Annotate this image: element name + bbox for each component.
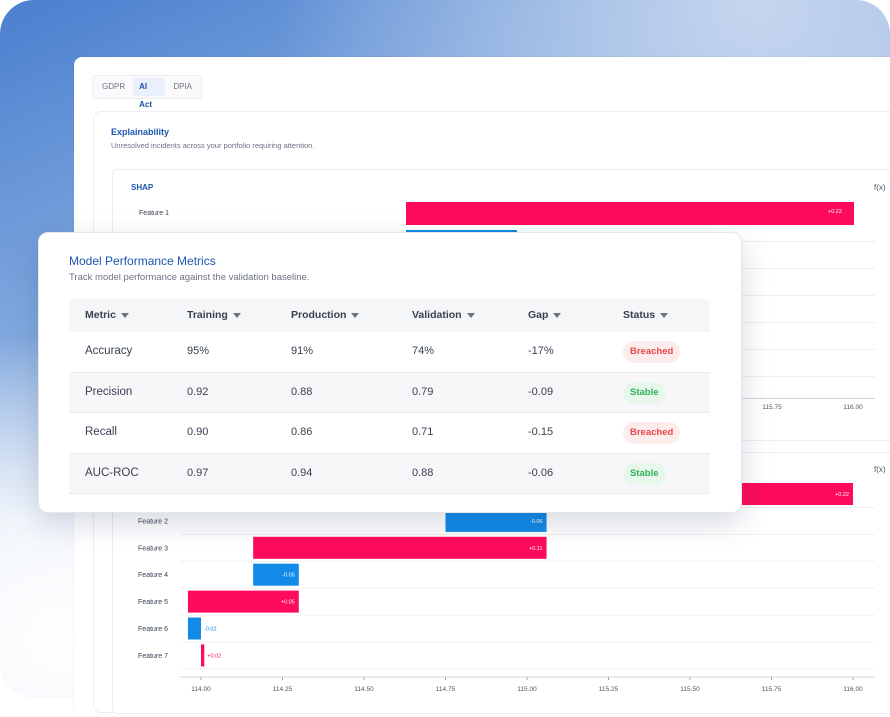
x-tick-top: 116.00: [843, 404, 863, 411]
sort-caret-icon: [351, 312, 360, 318]
cell-training: 0.97: [187, 466, 209, 479]
shap-top-bar-value: +0.22: [828, 209, 842, 215]
tab-dpia[interactable]: DPIA: [173, 82, 192, 91]
cell-gap: -0.06: [528, 466, 554, 479]
shap-bar-value-label: -0.06: [530, 519, 543, 525]
shap-top-bar-feature-1: [406, 202, 854, 225]
sort-caret-icon: [553, 312, 562, 318]
table-row: Recall 0.90 0.86 0.71 -0.15 Breached: [69, 413, 710, 454]
table-row: AUC-ROC 0.97 0.94 0.88 -0.06 Stable: [69, 453, 710, 494]
feature-label-top: Feature 1: [139, 210, 169, 217]
metrics-table: Metric Training Production Validation Ga…: [69, 299, 710, 494]
section-subtitle: Unresolved incidents across your portfol…: [111, 141, 315, 150]
status-badge: Breached: [623, 422, 681, 444]
column-header-label: Status: [623, 309, 656, 321]
fx-label-bottom: f(x): [874, 465, 886, 474]
section-title: Explainability: [111, 127, 170, 137]
cell-validation: 0.79: [412, 385, 434, 398]
cell-production: 91%: [291, 345, 314, 357]
column-header-validation[interactable]: Validation: [412, 299, 475, 332]
cell-metric: AUC-ROC: [85, 466, 139, 479]
shap-title: SHAP: [131, 183, 154, 192]
sort-caret-icon: [232, 312, 241, 318]
cell-validation: 74%: [412, 345, 435, 357]
x-tick-label: 115.75: [762, 686, 782, 693]
x-tick-label: 115.25: [599, 686, 619, 693]
shap-bar-value-label: -0.02: [204, 627, 217, 633]
shap-bar: [187, 617, 201, 640]
feature-label: Feature 2: [138, 518, 168, 525]
cell-metric: Accuracy: [85, 345, 133, 357]
table-row: Precision 0.92 0.88 0.79 -0.09 Stable: [69, 372, 710, 413]
status-badge: Stable: [623, 462, 666, 485]
x-tick-label: 114.00: [191, 686, 211, 693]
cell-metric: Precision: [85, 385, 133, 398]
status-badge: Stable: [623, 381, 666, 404]
shap-bar: [253, 563, 299, 586]
cell-metric: Recall: [85, 426, 117, 438]
x-tick-top: 115.75: [762, 404, 782, 411]
column-header-label: Validation: [412, 309, 462, 321]
shap-bar-value-label: +0.02: [207, 653, 221, 659]
cell-production: 0.94: [291, 466, 313, 479]
table-row: Accuracy 95% 91% 74% -17% Breached: [69, 332, 710, 373]
column-header-training[interactable]: Training: [187, 299, 241, 332]
tab-ai-act[interactable]: AI Act: [133, 78, 166, 109]
sort-caret-icon: [660, 312, 669, 318]
shap-bar: [187, 590, 299, 613]
cell-production: 0.88: [291, 385, 313, 398]
x-tick-label: 114.25: [273, 686, 293, 693]
shap-bar-value-label: +0.22: [835, 492, 849, 498]
feature-label: Feature 6: [138, 626, 168, 633]
feature-label: Feature 7: [138, 653, 168, 660]
column-header-production[interactable]: Production: [291, 299, 360, 332]
x-tick-label: 115.50: [680, 686, 700, 693]
tab-bar: GDPR AI Act DPIA: [92, 75, 202, 109]
status-badge: Breached: [623, 341, 681, 363]
feature-label: Feature 5: [138, 599, 168, 606]
tab-gdpr[interactable]: GDPR: [102, 82, 126, 91]
cell-validation: 0.71: [412, 426, 434, 438]
shap-bar-value-label: -0.05: [282, 573, 295, 579]
x-tick-label: 116.00: [843, 686, 863, 693]
column-header-label: Training: [187, 309, 228, 321]
metrics-card-title: Model Performance Metrics: [69, 254, 216, 268]
cell-training: 95%: [187, 345, 210, 357]
cell-gap: -0.15: [528, 426, 554, 438]
feature-label: Feature 3: [138, 545, 168, 552]
shap-bar-value-label: +0.05: [281, 600, 295, 606]
feature-label: Feature 4: [138, 572, 168, 579]
x-tick-label: 114.50: [354, 686, 374, 693]
shap-bar: [253, 536, 547, 559]
cell-gap: -0.09: [528, 385, 554, 398]
table-header: Metric Training Production Validation Ga…: [69, 299, 710, 332]
column-header-gap[interactable]: Gap: [528, 299, 562, 332]
cell-training: 0.90: [187, 426, 209, 438]
shap-bar-value-label: +0.11: [529, 546, 543, 552]
cell-gap: -17%: [528, 345, 554, 357]
cell-validation: 0.88: [412, 466, 434, 479]
cell-training: 0.92: [187, 385, 209, 398]
sort-caret-icon: [466, 312, 475, 318]
column-header-label: Gap: [528, 309, 549, 321]
x-tick-label: 114.75: [436, 686, 456, 693]
sort-caret-icon: [120, 312, 129, 318]
cell-production: 0.86: [291, 426, 313, 438]
shap-bar: [445, 509, 547, 532]
column-header-label: Metric: [85, 309, 116, 321]
column-header-metric[interactable]: Metric: [85, 299, 129, 332]
column-header-status[interactable]: Status: [623, 299, 669, 332]
metrics-card-subtitle: Track model performance against the vali…: [69, 272, 310, 283]
shap-bar: [201, 644, 205, 667]
x-tick-label: 115.00: [517, 686, 537, 693]
fx-label-top: f(x): [874, 183, 886, 192]
column-header-label: Production: [291, 309, 347, 321]
